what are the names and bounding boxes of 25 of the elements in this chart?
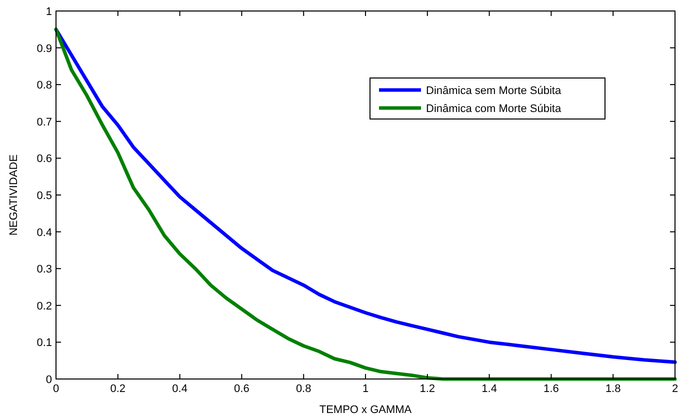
x-tick-label: 1.6 bbox=[544, 383, 559, 395]
y-tick-label: 0.4 bbox=[36, 226, 52, 239]
x-tick-label: 0.2 bbox=[110, 383, 126, 395]
x-tick-label: 0.8 bbox=[296, 383, 312, 395]
y-tick-label: 0.1 bbox=[36, 337, 52, 350]
y-tick-label: 0.2 bbox=[36, 300, 52, 312]
y-tick-label: 1 bbox=[46, 6, 52, 18]
y-tick-label: 0 bbox=[46, 374, 52, 386]
x-tick-label: 1.4 bbox=[482, 383, 497, 395]
y-tick-label: 0.6 bbox=[36, 153, 52, 166]
x-tick-label: 2 bbox=[672, 383, 678, 395]
x-tick-label: 1 bbox=[362, 383, 369, 395]
y-tick-label: 0.5 bbox=[36, 190, 52, 202]
y-tick-label: 0.3 bbox=[36, 264, 52, 276]
y-tick-label: 0.9 bbox=[36, 42, 52, 55]
legend-label: Dinâmica com Morte Súbita bbox=[426, 103, 562, 115]
x-tick-label: 1.8 bbox=[605, 383, 621, 395]
x-tick-label: 0.4 bbox=[172, 383, 188, 395]
x-tick-label: 1.2 bbox=[420, 383, 436, 395]
y-axis-title: NEGATIVIDADE bbox=[8, 154, 20, 236]
y-tick-label: 0.8 bbox=[36, 80, 52, 92]
y-tick-label: 0.7 bbox=[36, 116, 52, 128]
x-tick-label: 0.6 bbox=[234, 383, 250, 395]
legend-label: Dinâmica sem Morte Súbita bbox=[426, 85, 562, 97]
x-axis-title: TEMPO x GAMMA bbox=[319, 404, 412, 416]
